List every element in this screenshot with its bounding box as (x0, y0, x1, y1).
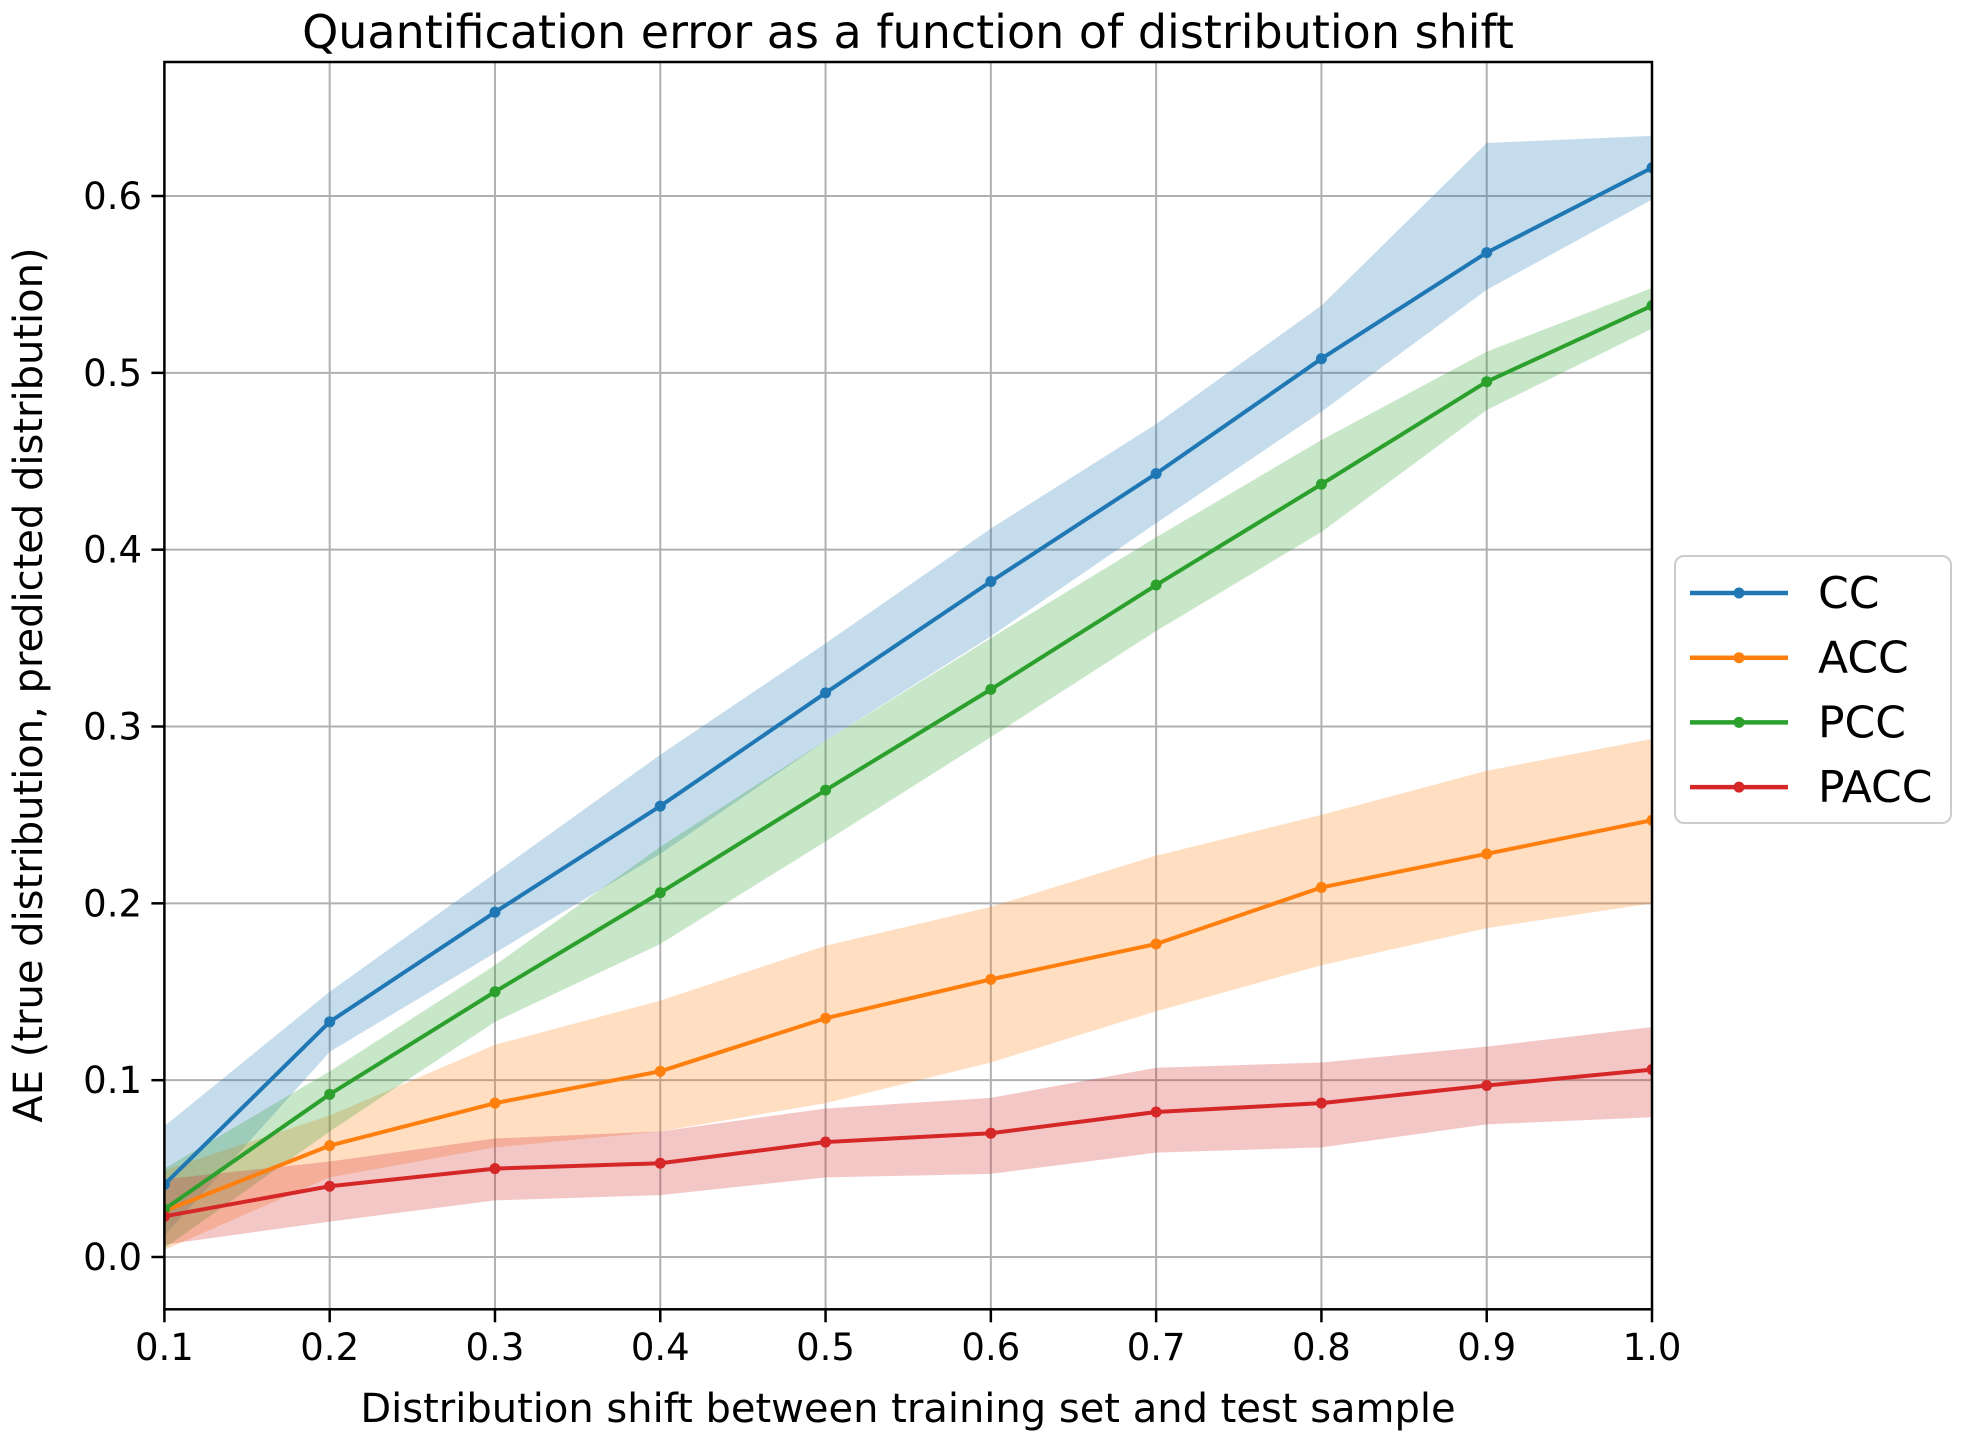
chart-title: Quantification error as a function of di… (302, 5, 1514, 59)
marker-PACC-0.3 (489, 1163, 501, 1175)
marker-ACC-0.3 (489, 1097, 501, 1109)
marker-PCC-0.6 (985, 683, 997, 695)
series-PCC (164, 300, 1652, 1215)
marker-CC-0.3 (489, 906, 501, 918)
legend-marker-ACC (1733, 652, 1745, 664)
series-CC (164, 162, 1652, 1190)
x-axis-label: Distribution shift between training set … (360, 1386, 1455, 1432)
legend-label-PCC: PCC (1818, 697, 1906, 748)
band-ACC (164, 738, 1652, 1250)
legend-entry-CC: CC (1690, 568, 1879, 619)
marker-PCC-0.8 (1315, 478, 1327, 490)
ytick-label-0.2: 0.2 (83, 882, 142, 925)
xtick-label-0.5: 0.5 (796, 1326, 855, 1369)
marker-ACC-0.8 (1315, 881, 1327, 893)
marker-PCC-0.3 (489, 986, 501, 998)
xtick-label-1.0: 1.0 (1623, 1326, 1682, 1369)
line-ACC (164, 818, 1652, 1213)
legend: CC ACC PCC PACC (1674, 555, 1952, 824)
marker-PACC-0.5 (820, 1136, 832, 1148)
marker-PCC-0.7 (1150, 579, 1162, 591)
ytick-label-0.4: 0.4 (83, 529, 142, 572)
marker-PACC-0.9 (1481, 1079, 1493, 1091)
legend-entry-PCC: PCC (1690, 697, 1906, 748)
series-layer (164, 135, 1652, 1250)
y-axis-label: AE (true distribution, predicted distrib… (6, 247, 52, 1122)
ytick-label-0.6: 0.6 (83, 175, 142, 218)
marker-PACC-0.7 (1150, 1106, 1162, 1118)
line-PACC (164, 1067, 1652, 1219)
axes-frame (163, 60, 1654, 1311)
marker-CC-0.9 (1481, 247, 1493, 259)
marker-CC-0.2 (324, 1016, 336, 1028)
xtick-label-0.3: 0.3 (466, 1326, 525, 1369)
marker-CC-0.4 (654, 800, 666, 812)
xtick-label-0.9: 0.9 (1457, 1326, 1516, 1369)
legend-box (1674, 555, 1952, 824)
legend-entry-PACC: PACC (1690, 762, 1933, 813)
xtick-label-0.4: 0.4 (631, 1326, 690, 1369)
marker-PACC-0.6 (985, 1127, 997, 1139)
band-PCC (164, 287, 1652, 1249)
xtick-label-0.6: 0.6 (961, 1326, 1020, 1369)
marker-PACC-0.8 (1315, 1097, 1327, 1109)
xtick-label-0.8: 0.8 (1292, 1326, 1351, 1369)
legend-label-PACC: PACC (1818, 762, 1933, 813)
plot-area (164, 62, 1652, 1310)
legend-marker-CC (1733, 587, 1745, 599)
marker-CC-0.6 (985, 576, 997, 588)
marker-PACC-0.1 (164, 1210, 170, 1222)
marker-PCC-0.4 (654, 887, 666, 899)
marker-PCC-1.0 (1646, 300, 1652, 312)
marker-ACC-0.7 (1150, 938, 1162, 950)
ytick-label-0.0: 0.0 (83, 1236, 142, 1279)
marker-PCC-0.2 (324, 1088, 336, 1100)
series-ACC (164, 814, 1652, 1217)
legend-marker-PCC (1733, 716, 1745, 728)
marker-CC-0.8 (1315, 353, 1327, 365)
ticks (151, 194, 1654, 1323)
xtick-label-0.1: 0.1 (135, 1326, 194, 1369)
tick-labels: 0.1 0.2 0.3 0.4 0.5 0.6 0.7 0.8 0.9 1.0 0.0 0.1 0.2 0… (83, 175, 1681, 1369)
marker-ACC-1.0 (1646, 814, 1652, 826)
line-PCC (164, 303, 1652, 1211)
legend-label-ACC: ACC (1818, 633, 1909, 684)
marker-PACC-0.2 (324, 1180, 336, 1192)
series-PACC (164, 1064, 1652, 1222)
marker-CC-1.0 (1646, 162, 1652, 174)
marker-ACC-0.2 (324, 1140, 336, 1152)
marker-CC-0.5 (820, 687, 832, 699)
ytick-label-0.3: 0.3 (83, 706, 142, 749)
marker-ACC-0.9 (1481, 848, 1493, 860)
marker-PCC-0.5 (820, 784, 832, 796)
legend-label-CC: CC (1818, 568, 1879, 619)
xtick-label-0.7: 0.7 (1127, 1326, 1186, 1369)
ytick-label-0.5: 0.5 (83, 352, 142, 395)
band-CC (164, 135, 1652, 1236)
legend-entry-ACC: ACC (1690, 633, 1909, 684)
marker-ACC-0.6 (985, 973, 997, 985)
marker-PCC-0.9 (1481, 376, 1493, 388)
marker-CC-0.1 (164, 1179, 170, 1190)
marker-ACC-0.5 (820, 1012, 832, 1024)
marker-CC-0.7 (1150, 468, 1162, 480)
ytick-label-0.1: 0.1 (83, 1059, 142, 1102)
line-CC (164, 165, 1652, 1186)
marker-PACC-0.4 (654, 1157, 666, 1169)
marker-ACC-0.4 (654, 1065, 666, 1077)
xtick-label-0.2: 0.2 (300, 1326, 359, 1369)
legend-marker-PACC (1733, 781, 1745, 793)
marker-PACC-1.0 (1646, 1064, 1652, 1076)
